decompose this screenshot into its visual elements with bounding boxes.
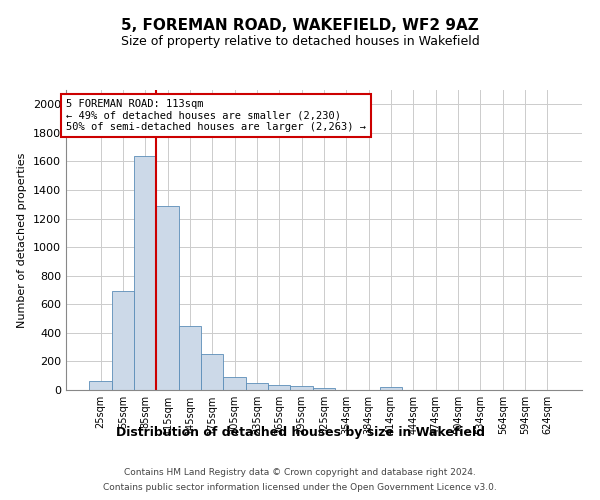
Bar — [157, 206, 179, 390]
Text: 5 FOREMAN ROAD: 113sqm
← 49% of detached houses are smaller (2,230)
50% of semi-: 5 FOREMAN ROAD: 113sqm ← 49% of detached… — [66, 99, 366, 132]
Bar — [179, 326, 201, 390]
Bar — [134, 156, 157, 390]
Bar — [223, 378, 246, 390]
Text: Contains HM Land Registry data © Crown copyright and database right 2024.: Contains HM Land Registry data © Crown c… — [124, 468, 476, 477]
Bar — [112, 290, 134, 390]
Text: 5, FOREMAN ROAD, WAKEFIELD, WF2 9AZ: 5, FOREMAN ROAD, WAKEFIELD, WF2 9AZ — [121, 18, 479, 32]
Bar — [201, 354, 223, 390]
Bar — [246, 382, 268, 390]
Y-axis label: Number of detached properties: Number of detached properties — [17, 152, 28, 328]
Text: Distribution of detached houses by size in Wakefield: Distribution of detached houses by size … — [115, 426, 485, 439]
Bar — [380, 388, 402, 390]
Bar — [313, 388, 335, 390]
Text: Contains public sector information licensed under the Open Government Licence v3: Contains public sector information licen… — [103, 483, 497, 492]
Bar — [268, 385, 290, 390]
Bar — [290, 386, 313, 390]
Bar — [89, 380, 112, 390]
Text: Size of property relative to detached houses in Wakefield: Size of property relative to detached ho… — [121, 35, 479, 48]
